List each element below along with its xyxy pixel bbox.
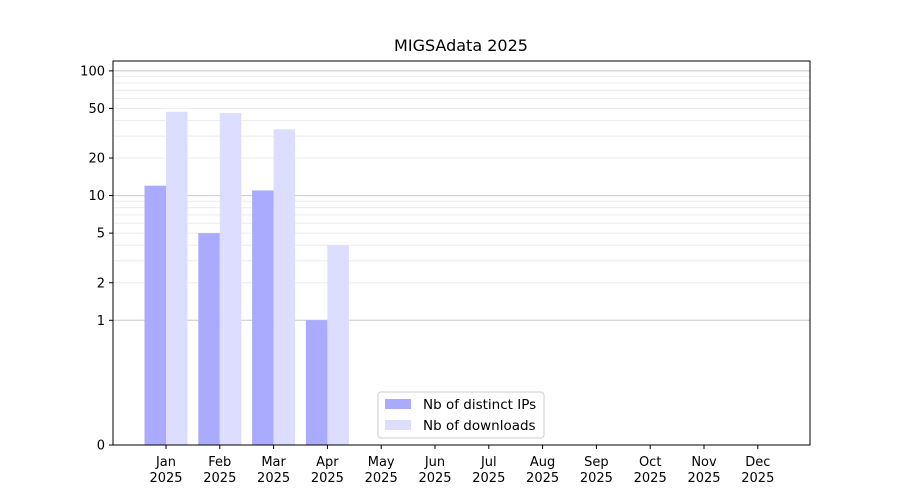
x-tick-label-year: 2025 [203,471,236,486]
y-tick-label: 5 [97,227,105,242]
x-tick-label-year: 2025 [687,471,720,486]
x-tick-label-year: 2025 [311,471,344,486]
x-tick-label-month: Dec [745,455,770,470]
legend-swatch-downloads [385,420,411,430]
x-tick-label-month: Jul [480,455,497,470]
bar-downloads [327,245,349,445]
legend: Nb of distinct IPs Nb of downloads [377,391,545,439]
x-tick-label-year: 2025 [526,471,559,486]
x-tick-label-month: Jun [424,455,445,470]
legend-label-downloads: Nb of downloads [423,418,536,434]
y-tick-label: 100 [80,64,105,79]
x-tick-label-year: 2025 [634,471,667,486]
axis-ticks: 0125102050100Jan2025Feb2025Mar2025Apr202… [80,64,774,486]
bar-distinct-ips [144,185,166,445]
x-tick-label-year: 2025 [741,471,774,486]
x-tick-label-month: Apr [316,455,339,470]
bar-distinct-ips [198,233,220,445]
bar-distinct-ips [252,190,274,445]
plot-frame [112,60,811,446]
x-tick-label-year: 2025 [257,471,290,486]
chart-title: MIGSAdata 2025 [394,36,528,55]
x-tick-label-month: May [368,455,395,470]
x-tick-label-month: Sep [584,455,609,470]
y-tick-label: 1 [97,314,105,329]
x-tick-label-year: 2025 [418,471,451,486]
y-tick-label: 2 [97,276,105,291]
y-tick-label: 10 [88,189,105,204]
x-tick-label-year: 2025 [580,471,613,486]
x-tick-label-month: Aug [530,455,555,470]
x-tick-label-month: Feb [208,455,231,470]
x-tick-label-year: 2025 [365,471,398,486]
bars [144,111,349,446]
y-tick-label: 20 [88,152,105,167]
y-tick-label: 0 [97,439,105,454]
x-tick-label-month: Oct [639,455,661,470]
x-tick-label-month: Mar [261,455,286,470]
x-tick-label-month: Jan [155,455,176,470]
bar-downloads [273,129,296,446]
x-tick-label-month: Nov [691,455,717,470]
legend-box [377,391,545,439]
x-tick-label-year: 2025 [149,471,182,486]
y-tick-label: 50 [88,102,105,117]
bar-downloads [219,112,242,446]
x-tick-label-year: 2025 [472,471,505,486]
bar-downloads [166,111,188,445]
bar-distinct-ips [305,320,328,445]
legend-label-distinct-ips: Nb of distinct IPs [423,397,536,413]
legend-swatch-distinct-ips [385,399,411,409]
